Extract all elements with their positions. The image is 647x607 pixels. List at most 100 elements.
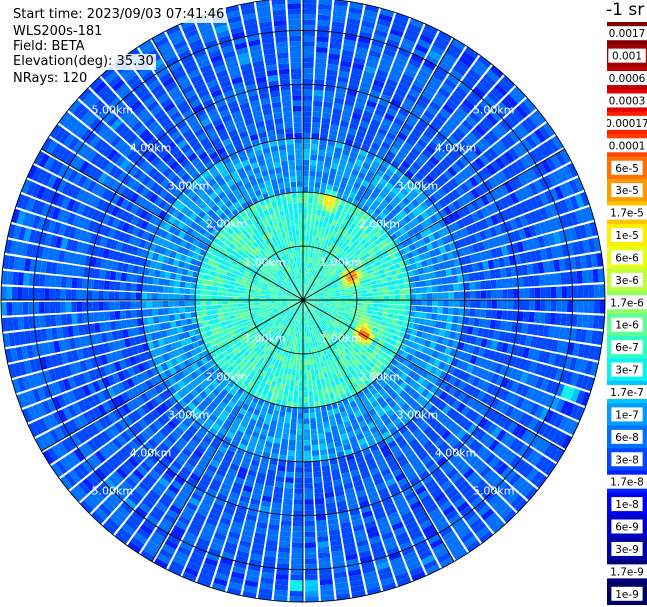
range-gate-cell <box>440 321 447 330</box>
range-gate-cell <box>351 67 363 76</box>
range-gate-cell <box>319 139 328 146</box>
range-gate-cell <box>290 564 303 570</box>
range-gate-cell <box>438 329 446 337</box>
range-gate-cell <box>371 84 383 93</box>
range-gate-cell <box>335 92 346 100</box>
range-gate-cell <box>428 170 439 180</box>
range-gate-cell <box>313 298 320 300</box>
range-gate-cell <box>523 226 532 239</box>
range-gate-cell <box>447 135 459 147</box>
range-gate-cell <box>417 181 427 191</box>
range-gate-cell <box>378 146 389 155</box>
range-gate-cell <box>372 199 381 208</box>
range-gate-cell <box>308 297 314 299</box>
range-gate-cell <box>517 276 524 288</box>
range-gate-cell <box>487 147 499 160</box>
range-gate-cell <box>303 402 309 408</box>
range-gate-cell <box>437 285 443 292</box>
range-gate-cell <box>340 300 347 302</box>
range-gate-cell <box>324 297 330 299</box>
range-gate-cell <box>303 278 306 284</box>
range-gate-cell <box>367 55 380 64</box>
range-gate-cell <box>275 426 283 434</box>
range-gate-cell <box>349 174 357 182</box>
range-gate-cell <box>331 26 344 34</box>
range-gate-cell <box>364 4 379 13</box>
range-gate-cell <box>326 69 338 76</box>
range-gate-cell <box>475 300 481 308</box>
range-gate-cell <box>580 255 587 269</box>
range-gate-cell <box>276 470 285 477</box>
range-gate-cell <box>383 216 391 224</box>
range-gate-cell <box>303 219 307 225</box>
range-gate-cell <box>414 43 429 54</box>
range-gate-cell <box>348 280 355 285</box>
range-gate-cell <box>479 99 493 112</box>
range-gate-cell <box>318 144 327 151</box>
range-gate-cell <box>290 380 295 386</box>
range-gate-cell <box>336 169 344 177</box>
range-gate-cell <box>362 162 371 170</box>
range-gate-cell <box>543 175 554 189</box>
range-gate-cell <box>303 138 311 144</box>
range-gate-cell <box>314 187 320 194</box>
range-gate-cell <box>474 185 485 197</box>
range-gate-cell <box>408 243 416 251</box>
range-gate-cell <box>305 251 308 258</box>
range-gate-cell <box>372 288 378 293</box>
range-gate-cell <box>114 310 121 320</box>
range-gate-cell <box>330 279 336 284</box>
range-gate-cell <box>508 130 520 144</box>
range-gate-cell <box>238 300 244 304</box>
range-gate-cell <box>405 305 411 311</box>
range-gate-cell <box>308 279 311 285</box>
range-gate-cell <box>355 46 369 55</box>
range-gate-cell <box>339 65 351 73</box>
range-gate-cell <box>503 181 514 194</box>
range-gate-cell <box>359 255 366 262</box>
range-gate-cell <box>315 411 322 418</box>
range-gate-cell <box>530 336 538 348</box>
range-gate-cell <box>278 416 285 423</box>
range-gate-cell <box>348 267 355 273</box>
range-gate-cell <box>485 204 495 216</box>
range-gate-cell <box>323 101 333 108</box>
range-gate-cell <box>503 151 515 164</box>
range-gate-cell <box>330 37 343 44</box>
range-gate-cell <box>487 238 496 249</box>
range-gate-cell <box>567 162 578 178</box>
range-gate-cell <box>426 286 433 293</box>
range-gate-cell <box>382 173 391 182</box>
range-gate-cell <box>304 289 307 295</box>
range-gate-cell <box>320 210 327 217</box>
range-gate-cell <box>373 79 385 88</box>
range-gate-cell <box>303 41 315 47</box>
range-gate-cell <box>218 317 225 323</box>
range-gate-cell <box>307 292 312 297</box>
range-gate-cell <box>415 287 422 294</box>
range-gate-cell <box>296 450 303 457</box>
range-gate-cell <box>303 407 309 414</box>
range-gate-cell <box>511 108 524 122</box>
range-gate-cell <box>335 303 341 306</box>
range-gate-cell <box>305 580 318 586</box>
range-gate-cell <box>328 288 334 292</box>
range-gate-cell <box>363 274 370 280</box>
range-gate-cell <box>347 241 354 248</box>
range-gate-cell <box>420 280 427 287</box>
range-gate-cell <box>448 292 454 299</box>
range-gate-cell <box>314 270 318 276</box>
range-gate-cell <box>493 173 503 186</box>
range-gate-cell <box>410 288 416 294</box>
range-gate-cell <box>437 61 452 73</box>
range-gate-cell <box>490 248 498 259</box>
range-gate-cell <box>343 260 349 266</box>
range-gate-cell <box>404 288 411 294</box>
range-gate-cell <box>403 206 412 215</box>
range-gate-cell <box>305 246 309 252</box>
range-gate-cell <box>483 150 494 163</box>
range-gate-cell <box>423 251 431 260</box>
range-gate-cell <box>485 192 495 204</box>
range-gate-cell <box>438 262 446 270</box>
range-gate-cell <box>354 135 364 144</box>
